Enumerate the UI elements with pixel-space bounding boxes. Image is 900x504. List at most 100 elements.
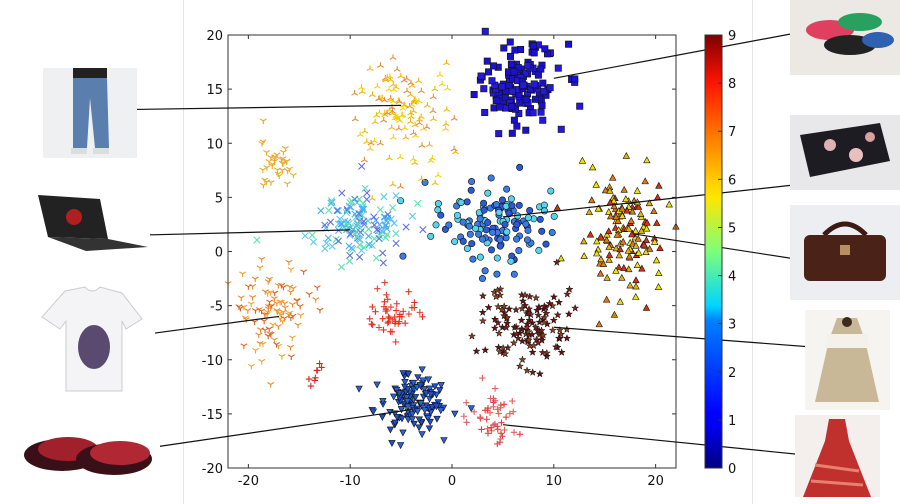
point-star: [549, 292, 559, 301]
point-triangle-up: [597, 255, 605, 263]
point-square: [483, 57, 491, 65]
point-star: [490, 323, 499, 332]
point-circle: [479, 235, 487, 243]
point-star: [562, 325, 571, 334]
point-triangle-up: [643, 218, 651, 226]
point-triangle-down: [401, 383, 409, 391]
point-square: [537, 108, 545, 116]
point-plus: [483, 416, 490, 423]
point-triangle-up: [580, 252, 588, 259]
point-x: [309, 238, 318, 246]
point-plus: [368, 320, 375, 328]
point-triangle-down: [413, 408, 422, 416]
point-star: [524, 327, 533, 336]
point-circle: [432, 221, 440, 229]
point-tri-up: [366, 145, 374, 151]
point-triangle-down: [388, 440, 396, 447]
point-circle: [503, 185, 511, 193]
point-circle: [508, 202, 516, 210]
point-x: [346, 251, 354, 260]
point-plus: [411, 299, 418, 306]
point-x: [346, 257, 354, 265]
point-plus: [419, 313, 426, 321]
colorbar-tick-label: 4: [728, 270, 736, 285]
point-x: [384, 210, 392, 219]
point-tri-down: [247, 363, 255, 370]
point-x: [321, 245, 329, 253]
point-tri-up: [442, 125, 450, 132]
point-star: [535, 369, 545, 378]
point-star: [528, 347, 537, 356]
point-plus: [312, 374, 319, 381]
point-star: [478, 308, 487, 317]
point-plus: [500, 401, 508, 408]
point-triangle-down: [427, 391, 435, 399]
point-star: [563, 289, 572, 298]
point-x: [333, 207, 341, 215]
point-square: [530, 80, 538, 88]
point-tri-down: [267, 382, 275, 388]
point-tri-down: [287, 267, 295, 273]
point-triangle-down: [424, 415, 432, 422]
point-circle: [467, 186, 475, 194]
point-star: [523, 322, 532, 331]
point-x: [365, 241, 373, 249]
point-tri-up: [386, 73, 394, 79]
point-tri-up: [403, 87, 411, 94]
point-triangle-up: [656, 244, 664, 252]
point-plus: [375, 324, 383, 331]
point-plus: [388, 328, 396, 336]
point-plus: [494, 423, 501, 430]
point-plus: [391, 313, 398, 321]
point-tri-down: [266, 299, 274, 306]
point-triangle-up: [605, 227, 613, 235]
point-star: [552, 258, 561, 266]
point-triangle-up: [653, 193, 662, 201]
point-tri-up: [401, 124, 409, 131]
point-tri-up: [358, 84, 366, 90]
point-triangle-up: [636, 210, 645, 217]
point-circle: [524, 214, 532, 222]
point-star: [564, 309, 574, 318]
point-triangle-up: [642, 236, 651, 244]
point-circle: [536, 215, 544, 223]
point-circle: [495, 208, 503, 216]
point-plus: [416, 309, 424, 316]
point-circle: [457, 198, 465, 206]
point-star: [502, 323, 511, 332]
point-star: [510, 323, 519, 332]
coat-icon: [815, 317, 879, 402]
point-plus: [401, 319, 409, 327]
point-x: [360, 243, 368, 252]
point-plus: [486, 409, 494, 416]
point-triangle-down: [435, 387, 444, 395]
point-x: [379, 249, 387, 257]
point-star: [472, 346, 481, 355]
point-circle: [421, 178, 429, 186]
point-star: [490, 315, 500, 323]
point-triangle-up: [632, 276, 640, 284]
point-plus: [405, 288, 412, 295]
point-x: [382, 221, 390, 229]
leader-line-handbag: [635, 233, 816, 263]
dress-icon: [803, 419, 871, 497]
point-tri-down: [270, 296, 278, 302]
point-circle: [482, 226, 490, 234]
point-x: [392, 229, 400, 238]
point-tri-up: [418, 175, 426, 182]
image-wallet: [790, 115, 900, 190]
point-tri-up: [416, 116, 424, 122]
point-x: [253, 236, 261, 244]
point-tri-up: [397, 183, 405, 189]
point-tri-up: [431, 85, 439, 92]
point-tri-up: [385, 86, 393, 92]
point-circle: [507, 257, 515, 265]
point-star: [518, 355, 527, 364]
point-star: [532, 305, 542, 314]
point-tri-down: [287, 344, 295, 351]
point-triangle-up: [605, 255, 613, 263]
point-triangle-up: [628, 207, 637, 215]
point-plus: [510, 429, 518, 436]
point-triangle-up: [610, 202, 618, 210]
point-tri-up: [417, 113, 425, 120]
